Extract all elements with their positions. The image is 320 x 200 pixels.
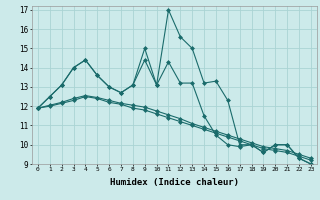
X-axis label: Humidex (Indice chaleur): Humidex (Indice chaleur) [110,178,239,187]
